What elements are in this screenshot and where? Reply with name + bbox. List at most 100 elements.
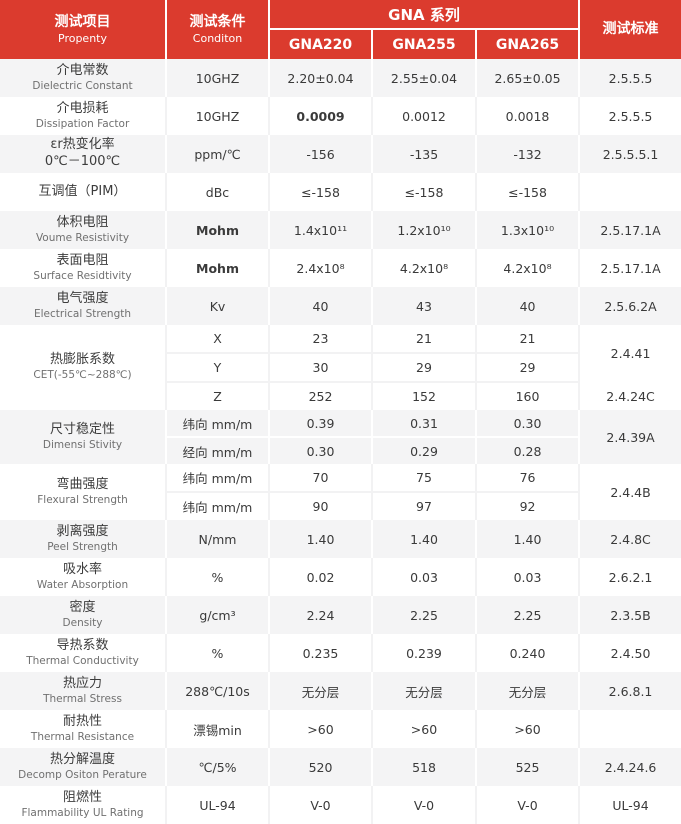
condition-cell: 纬向 mm/m [166,492,270,520]
table-row: 介电损耗 Dissipation Factor 10GHZ 0.0009 0.0… [0,97,681,135]
property-cell: 热膨胀系数 CET(-55℃~288℃) [0,325,167,410]
value-cell: >60 [476,710,581,748]
value-cell: 21 [476,325,581,354]
table-row: 剥离强度 Peel Strength N/mm 1.40 1.40 1.40 2… [0,520,681,558]
value-cell: 0.02 [269,558,373,596]
header-col-gna255: GNA255 [372,29,477,59]
value-cell: 0.03 [476,558,581,596]
condition-cell: 10GHZ [166,59,270,97]
value-cell: 2.25 [372,596,477,634]
standard-cell: 2.3.5B [579,596,681,634]
standard-cell: 2.4.24C [579,382,681,410]
condition-cell: ℃/5% [166,748,270,786]
standard-cell: 2.4.24.6 [579,748,681,786]
property-cell: 剥离强度 Peel Strength [0,520,167,558]
header-condition-en: Conditon [192,31,243,45]
value-cell: 2.24 [269,596,373,634]
table-row: 电气强度 Electrical Strength Kv 40 43 40 2.5… [0,287,681,325]
value-cell: 0.0018 [476,97,581,135]
value-cell: 0.30 [269,437,373,464]
standard-cell: 2.5.5.5 [579,59,681,97]
value-cell: -135 [372,135,477,173]
standard-cell: 2.4.4B [579,464,681,520]
condition-cell: dBc [166,173,270,211]
value-cell: V-0 [476,786,581,824]
value-cell: 21 [372,325,477,354]
value-cell: 23 [269,325,373,354]
property-cell: εr热变化率 0℃－100℃ [0,135,167,173]
property-cell: 介电常数 Dielectric Constant [0,59,167,97]
value-cell: -132 [476,135,581,173]
value-cell: 0.30 [476,410,581,438]
condition-cell: UL-94 [166,786,270,824]
standard-cell: 2.5.5.5.1 [579,135,681,173]
value-cell: 0.29 [372,437,477,464]
value-cell: 0.39 [269,410,373,438]
header-property: 测试项目 Propenty [0,0,167,59]
standard-cell: 2.4.8C [579,520,681,558]
standard-cell: UL-94 [579,786,681,824]
value-cell: V-0 [269,786,373,824]
condition-cell: 经向 mm/m [166,437,270,464]
value-cell: 无分层 [476,672,581,710]
standard-cell [579,173,681,211]
value-cell: 2.20±0.04 [269,59,373,97]
value-cell: 76 [476,464,581,493]
value-cell: ≤-158 [476,173,581,211]
value-cell: >60 [269,710,373,748]
property-cell: 阻燃性 Flammability UL Rating [0,786,167,824]
header-series-title: GNA 系列 [269,0,581,30]
value-cell: 30 [269,353,373,383]
value-cell: 90 [269,492,373,520]
value-cell: 1.40 [269,520,373,558]
condition-cell: g/cm³ [166,596,270,634]
value-cell: 无分层 [269,672,373,710]
value-cell: 29 [476,353,581,383]
condition-cell: Mohm [166,249,270,287]
condition-cell: Kv [166,287,270,325]
header-condition-zh: 测试条件 [189,14,246,31]
property-cell: 耐热性 Thermal Resistance [0,710,167,748]
value-cell: 40 [269,287,373,325]
value-cell: ≤-158 [269,173,373,211]
property-cell: 体积电阻 Voume Resistivity [0,211,167,249]
table-row: Z 252 152 160 2.4.24C [0,382,681,410]
condition-cell: Y [166,353,270,383]
condition-cell: 纬向 mm/m [166,464,270,493]
value-cell: 1.4x10¹¹ [269,211,373,249]
header-condition: 测试条件 Conditon [166,0,270,59]
table-row: 尺寸稳定性 Dimensi Stivity 纬向 mm/m 0.39 0.31 … [0,410,681,464]
value-cell: 70 [269,464,373,493]
header-property-en: Propenty [58,31,107,45]
table-row: 纬向 mm/m 90 97 92 [0,492,681,520]
table-row: 热应力 Thermal Stress 288℃/10s 无分层 无分层 无分层 … [0,672,681,710]
value-cell: 4.2x10⁸ [476,249,581,287]
table-row: 弯曲强度 Flexural Strength 纬向 mm/m 70 75 76 … [0,464,681,520]
value-cell: ≤-158 [372,173,477,211]
value-cell: 2.25 [476,596,581,634]
table-row: 介电常数 Dielectric Constant 10GHZ 2.20±0.04… [0,59,681,97]
table-row: 体积电阻 Voume Resistivity Mohm 1.4x10¹¹ 1.2… [0,211,681,249]
value-cell: 1.3x10¹⁰ [476,211,581,249]
property-cell: 介电损耗 Dissipation Factor [0,97,167,135]
condition-cell: Mohm [166,211,270,249]
value-cell: 0.03 [372,558,477,596]
value-cell: 29 [372,353,477,383]
value-cell: 1.2x10¹⁰ [372,211,477,249]
standard-cell: 2.4.50 [579,634,681,672]
property-cell: 导热系数 Thermal Conductivity [0,634,167,672]
property-cell: 热应力 Thermal Stress [0,672,167,710]
table-row: Y 30 29 29 [0,353,681,383]
value-cell: 252 [269,382,373,410]
condition-cell: ppm/℃ [166,135,270,173]
table-row: 密度 Density g/cm³ 2.24 2.25 2.25 2.3.5B [0,596,681,634]
standard-cell: 2.5.5.5 [579,97,681,135]
table-row: 阻燃性 Flammability UL Rating UL-94 V-0 V-0… [0,786,681,824]
value-cell: 0.31 [372,410,477,438]
table-row: 吸水率 Water Absorption % 0.02 0.03 0.03 2.… [0,558,681,596]
property-cell: 吸水率 Water Absorption [0,558,167,596]
value-cell: 1.40 [476,520,581,558]
value-cell: 43 [372,287,477,325]
value-cell: >60 [372,710,477,748]
